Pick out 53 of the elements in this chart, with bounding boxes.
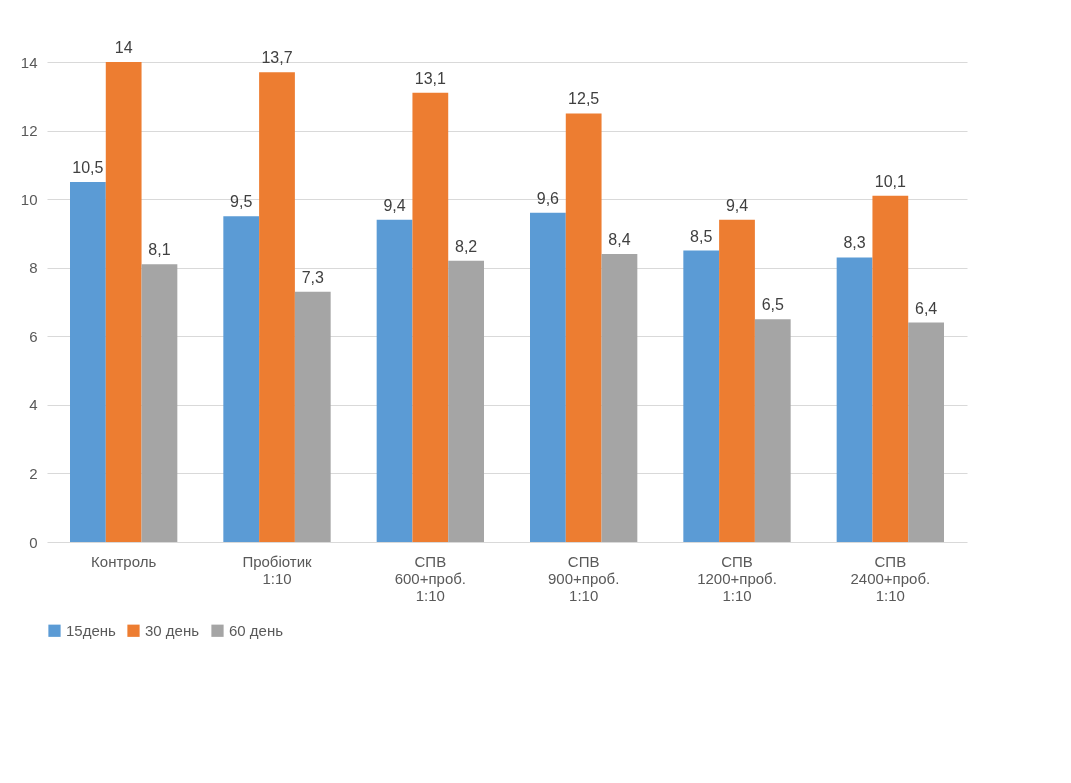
bar: [908, 322, 944, 542]
bar: [719, 219, 755, 542]
data-label: 9,4: [383, 196, 406, 214]
bar: [412, 92, 449, 542]
data-label: 8,4: [608, 231, 631, 248]
bar: [70, 182, 106, 542]
bar: [601, 254, 638, 542]
x-tick-label: СПВ 600+проб. 1:10: [394, 552, 467, 604]
data-label: 6,5: [761, 296, 784, 314]
data-label: 7,3: [301, 268, 324, 286]
bar: [754, 319, 791, 542]
y-tick-label: 4: [29, 396, 38, 414]
y-tick-label: 8: [29, 259, 38, 277]
data-label: 14: [114, 39, 133, 56]
bar: [565, 113, 602, 542]
legend-label: 15день: [66, 621, 117, 639]
y-tick-label: 12: [20, 122, 38, 140]
data-label: 10,1: [874, 172, 907, 190]
y-tick-label: 0: [29, 533, 38, 551]
data-label: 8,2: [454, 237, 478, 255]
x-tick-label: Пробіотик 1:10: [242, 552, 313, 587]
bar: [872, 195, 909, 542]
bar: [223, 216, 260, 542]
data-label: 13,7: [261, 49, 293, 67]
bar: [530, 212, 566, 542]
y-tick-label: 10: [20, 190, 38, 208]
legend-label: 60 день: [229, 621, 284, 639]
data-label: 9,4: [725, 196, 749, 214]
bar: [836, 257, 873, 542]
data-label: 8,3: [843, 234, 866, 252]
bar: [448, 260, 484, 542]
data-label: 12,5: [568, 90, 600, 108]
bar: [141, 264, 178, 542]
data-label: 10,5: [72, 159, 104, 176]
data-label: 9,5: [230, 193, 253, 211]
y-tick-label: 6: [29, 327, 38, 345]
x-tick-label: Контроль: [91, 552, 157, 570]
bar: [105, 62, 142, 542]
bar: [259, 72, 295, 542]
bar: [683, 250, 720, 542]
x-tick-label: СПВ 1200+проб. 1:10: [697, 552, 777, 604]
data-label: 8,1: [148, 241, 171, 259]
y-tick-label: 14: [20, 53, 38, 71]
legend-label: 30 день: [145, 621, 200, 639]
y-tick-label: 2: [29, 464, 38, 482]
data-label: 13,1: [414, 69, 447, 87]
bar: [376, 219, 413, 542]
x-tick-label: СПВ 900+проб. 1:10: [547, 552, 620, 604]
data-label: 9,6: [536, 189, 560, 207]
x-tick-label: СПВ 2400+проб. 1:10: [850, 552, 931, 604]
data-label: 6,4: [914, 299, 938, 317]
data-label: 8,5: [690, 227, 713, 245]
bar: [294, 291, 331, 542]
